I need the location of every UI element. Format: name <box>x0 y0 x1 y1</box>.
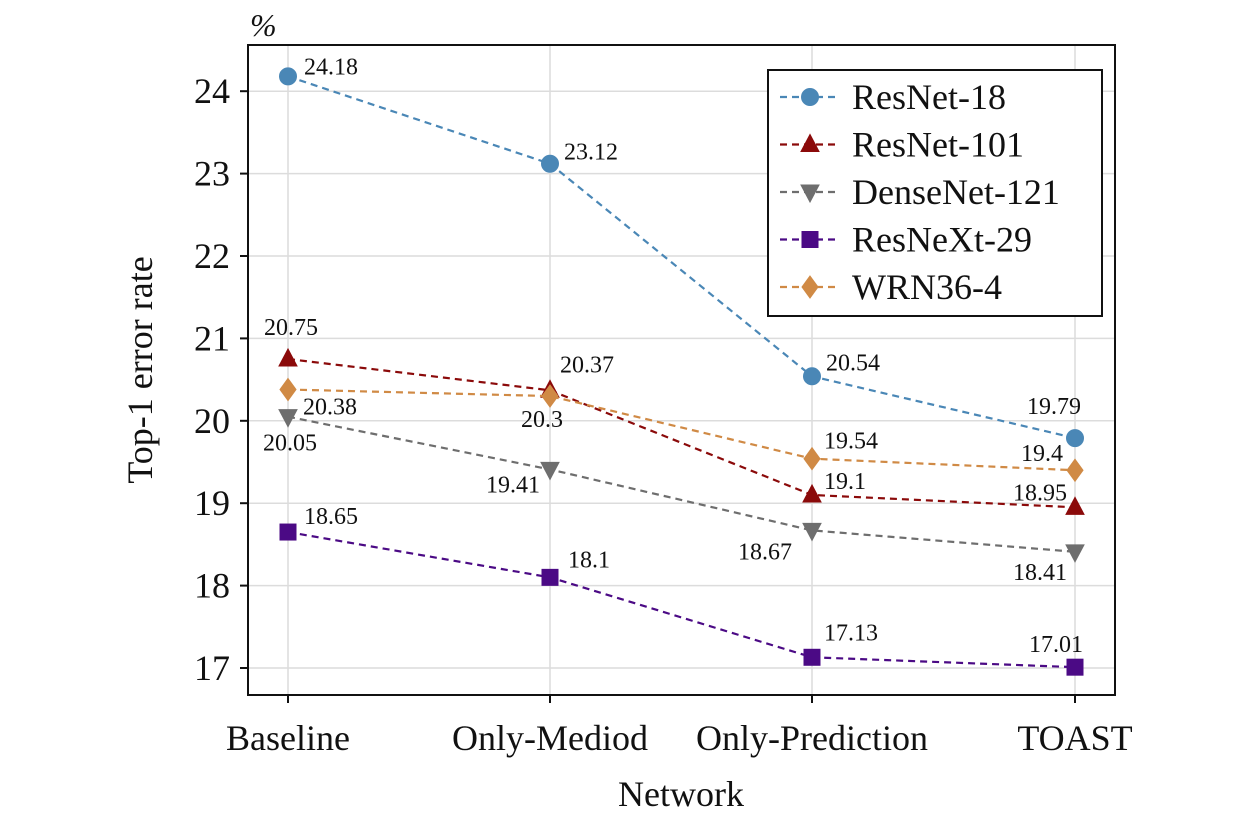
data-point <box>1066 429 1084 448</box>
legend-label: DenseNet-121 <box>852 172 1060 212</box>
series-line <box>287 388 1076 472</box>
legend-label: ResNet-18 <box>852 77 1006 117</box>
legend-marker <box>801 231 819 248</box>
y-tick-label: 22 <box>194 236 230 276</box>
data-point <box>279 67 297 86</box>
y-tick-label: 18 <box>194 566 230 606</box>
legend-marker <box>800 133 820 152</box>
data-point <box>279 377 297 402</box>
data-point <box>541 154 559 173</box>
series-resnet-18 <box>279 67 1084 448</box>
x-tick-label: Only-Mediod <box>452 718 648 758</box>
data-point <box>802 522 822 542</box>
series-line <box>287 415 1076 553</box>
legend-marker <box>801 88 819 106</box>
data-label: 19.79 <box>1027 394 1081 420</box>
legend-marker <box>800 184 820 204</box>
data-point <box>802 483 822 503</box>
series-line <box>287 75 1076 440</box>
x-tick-label: TOAST <box>1017 718 1132 758</box>
data-label: 19.1 <box>824 469 866 495</box>
series-resnet-101 <box>278 347 1085 515</box>
series-wrn36-4 <box>279 377 1084 483</box>
data-label: 18.95 <box>1013 480 1067 506</box>
y-tick-label: 19 <box>194 483 230 523</box>
plot-frame <box>247 44 1116 696</box>
y-tick-label: 21 <box>194 318 230 358</box>
legend: ResNet-18 ResNet-101 DenseNet-121 ResNeXt-2… <box>767 69 1103 317</box>
data-point <box>541 568 559 586</box>
data-label: 19.54 <box>824 429 878 455</box>
y-axis-label: Top-1 error rate <box>120 256 160 483</box>
series-resnext-29 <box>279 523 1084 676</box>
data-label: 24.18 <box>304 54 358 80</box>
legend-box <box>767 69 1103 317</box>
data-point <box>1066 458 1084 483</box>
data-label: 18.67 <box>738 539 792 565</box>
axis-ticks: 17 18 19 20 21 22 23 24 Baseline Only-Mediod Only-… <box>194 71 1133 758</box>
series-densenet-121 <box>278 409 1085 563</box>
legend-label: WRN36-4 <box>852 267 1002 307</box>
data-label: 20.3 <box>521 407 563 433</box>
series-layer <box>278 67 1085 676</box>
series-line <box>287 530 1076 669</box>
legend-label: ResNet-101 <box>852 125 1024 165</box>
legend-item: ResNet-101 <box>780 125 1024 165</box>
data-label: 20.38 <box>303 394 357 420</box>
data-label: 18.65 <box>304 504 358 530</box>
y-tick-label: 17 <box>194 648 230 688</box>
data-point <box>278 409 298 428</box>
y-unit-label: % <box>250 7 277 43</box>
x-tick-label: Only-Prediction <box>696 718 928 758</box>
data-labels: 24.18 23.12 20.54 19.79 20.75 20.37 19.1 18.95 2… <box>263 54 1083 658</box>
legend-marker <box>801 275 819 299</box>
legend-item: DenseNet-121 <box>780 172 1060 212</box>
data-point <box>541 384 559 408</box>
data-point <box>803 446 821 471</box>
data-point <box>1065 496 1085 515</box>
y-tick-label: 20 <box>194 401 230 441</box>
data-point <box>1066 658 1084 676</box>
data-label: 19.4 <box>1021 441 1063 467</box>
data-point <box>803 648 821 666</box>
data-label: 20.75 <box>264 315 318 341</box>
data-label: 20.05 <box>263 431 317 457</box>
data-label: 18.41 <box>1013 560 1067 586</box>
data-label: 20.54 <box>826 350 880 376</box>
legend-label: ResNeXt-29 <box>852 220 1032 260</box>
legend-item: ResNet-18 <box>780 77 1006 117</box>
data-point <box>278 347 298 367</box>
x-axis-label: Network <box>618 774 744 814</box>
data-label: 17.13 <box>824 620 878 646</box>
y-tick-label: 24 <box>194 71 230 111</box>
data-label: 17.01 <box>1029 632 1083 658</box>
x-tick-label: Baseline <box>226 718 350 758</box>
data-label: 18.1 <box>568 547 610 573</box>
data-point <box>1065 544 1085 563</box>
data-point <box>540 461 560 481</box>
legend-item: ResNeXt-29 <box>780 220 1032 260</box>
data-point <box>803 367 821 386</box>
data-label: 20.37 <box>560 352 614 378</box>
data-point <box>279 523 297 541</box>
legend-item: WRN36-4 <box>780 267 1002 307</box>
data-label: 19.41 <box>486 472 540 498</box>
y-tick-label: 23 <box>194 154 230 194</box>
series-line <box>287 357 1076 509</box>
data-label: 23.12 <box>564 140 618 166</box>
